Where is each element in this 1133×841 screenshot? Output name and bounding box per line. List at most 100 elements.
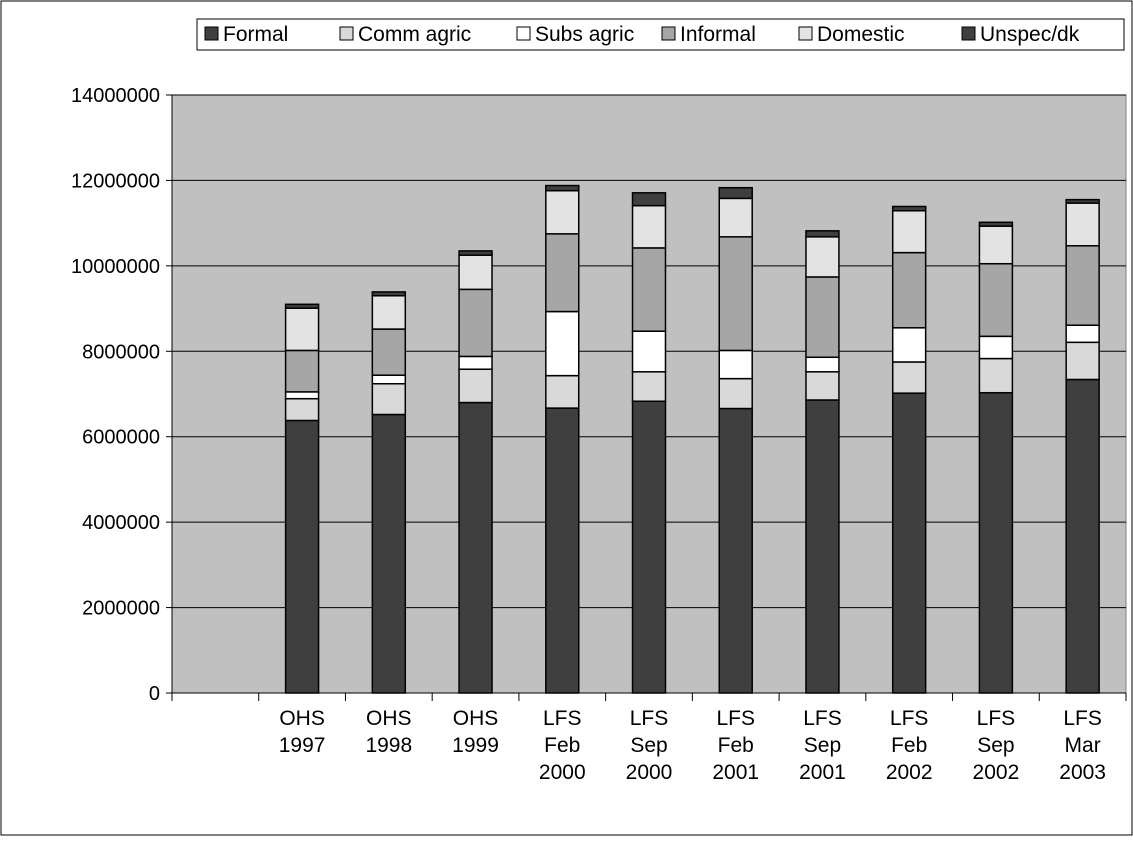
bar-segment [631, 247, 667, 332]
bar-segment [805, 276, 840, 359]
y-tick-label: 6000000 [82, 427, 160, 449]
x-tick-label: LFS [716, 707, 755, 730]
x-tick-label: Feb [718, 734, 754, 757]
bar-segment [458, 368, 493, 404]
x-tick-label: 1999 [452, 734, 499, 757]
bar-segment [978, 221, 1014, 227]
bar-segment [545, 189, 580, 235]
y-tick-label: 8000000 [82, 341, 160, 363]
x-tick-label: LFS [890, 707, 929, 730]
x-tick-label: 2001 [712, 761, 759, 784]
bar-segment [545, 374, 580, 409]
legend-label: Informal [680, 23, 756, 46]
bar-segment [371, 413, 407, 694]
bar-segment [458, 355, 493, 370]
bar-segment [284, 303, 320, 309]
bar-segment [718, 236, 753, 352]
bar-segment [458, 288, 493, 358]
x-tick-label: Feb [544, 734, 580, 757]
bar-segment [891, 205, 927, 212]
axes: 0 2000000 4000000 6000000 8000000 10000000 120… [71, 85, 1127, 784]
bar-segment [805, 236, 840, 278]
x-tick-label: LFS [543, 707, 582, 730]
legend-swatch [516, 26, 531, 41]
x-tick-label: 2001 [799, 761, 846, 784]
bar-segment [631, 400, 667, 694]
x-tick-label: Sep [977, 734, 1014, 757]
x-tick-label: LFS [630, 707, 669, 730]
bar-segment [371, 374, 407, 385]
bar-segment [1065, 378, 1100, 694]
bar-segment [284, 419, 320, 694]
bar-segment [545, 233, 580, 313]
x-tick-label: OHS [366, 707, 412, 730]
bar-segment [1065, 198, 1100, 204]
bar-segment [284, 307, 320, 352]
y-tick-label: 4000000 [82, 512, 160, 534]
bar-segment [1065, 202, 1100, 247]
legend-label: Domestic [817, 23, 905, 46]
bar-segment [458, 250, 493, 256]
bar-segment [631, 192, 667, 207]
bar-segment [805, 230, 840, 238]
x-tick-label: OHS [453, 707, 499, 730]
x-tick-label: OHS [279, 707, 325, 730]
bar-segment [891, 392, 927, 694]
bar-segment [805, 399, 840, 694]
x-tick-label: Mar [1065, 734, 1101, 757]
bar-segment [284, 349, 320, 393]
bar-segment [891, 327, 927, 363]
x-tick-label: 2002 [973, 761, 1020, 784]
bar-segment [718, 186, 753, 200]
legend-swatch [204, 26, 219, 41]
x-tick-label: Feb [891, 734, 927, 757]
bar-segment [805, 371, 840, 401]
bar-segment [631, 371, 667, 403]
bar-segment [978, 391, 1014, 694]
bar-segment [891, 210, 927, 254]
legend-swatch [961, 26, 976, 41]
bar-segment [284, 397, 320, 422]
y-tick-label: 0 [149, 683, 160, 705]
bar-segment [1065, 324, 1100, 344]
bar-segment [978, 357, 1014, 394]
bar-segment [371, 295, 407, 330]
bar-segment [978, 225, 1014, 265]
legend-swatch [798, 26, 813, 41]
x-tick-label: LFS [803, 707, 842, 730]
y-tick-label: 2000000 [82, 598, 160, 620]
bar-segment [718, 349, 753, 380]
x-tick-label: 2000 [626, 761, 673, 784]
x-tick-label: Sep [630, 734, 667, 757]
bar-segment [545, 407, 580, 694]
bar-segment [371, 291, 407, 297]
y-tick-label: 10000000 [71, 256, 160, 278]
x-tick-label: 2003 [1059, 761, 1106, 784]
y-tick-label: 14000000 [71, 85, 160, 107]
bars [284, 184, 1100, 694]
bar-segment [1065, 341, 1100, 381]
legend-label: Formal [223, 23, 288, 46]
bar-segment [891, 361, 927, 394]
bar-segment [371, 328, 407, 376]
bar-segment [805, 356, 840, 373]
legend-label: Comm agric [358, 23, 471, 46]
bar-segment [371, 382, 407, 416]
bar-segment [458, 254, 493, 291]
bar-segment [718, 197, 753, 238]
x-tick-label: LFS [1063, 707, 1102, 730]
bar-segment [631, 330, 667, 373]
legend: Formal Comm agric Subs agric Informal Domest… [196, 18, 1125, 51]
legend-label: Subs agric [535, 23, 634, 46]
bar-segment [718, 407, 753, 694]
x-tick-label: LFS [977, 707, 1016, 730]
bar-segment [545, 184, 580, 192]
x-tick-label: 1998 [365, 734, 412, 757]
bar-segment [545, 310, 580, 377]
bar-segment [631, 204, 667, 249]
bar-segment [891, 251, 927, 329]
y-tick-label: 12000000 [71, 170, 160, 192]
x-tick-label: 2002 [886, 761, 933, 784]
